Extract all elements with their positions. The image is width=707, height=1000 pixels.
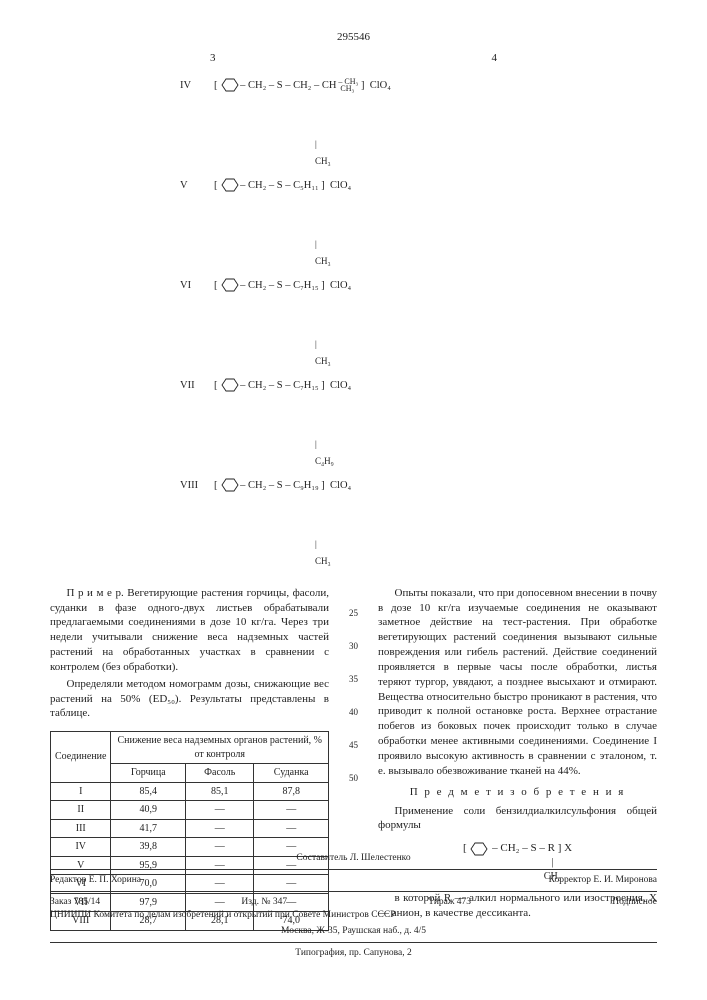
structure-row: VI [ – CH₂ – S – C₇H₁₅ ] ClO₄ [180,276,657,296]
publisher: ЦНИИПИ Комитета по делам изобретений и о… [50,909,657,922]
chemical-structures: IV [ – CH₂ – S – CH₂ – CH – CH₃ CH₃ ] Cl… [50,76,657,570]
address: Москва, Ж-35, Раушская наб., д. 4/5 [50,925,657,938]
printing-house: Типография, пр. Сапунова, 2 [50,947,657,960]
structure-row: IV [ – CH₂ – S – CH₂ – CH – CH₃ CH₃ ] Cl… [180,76,657,96]
table-row: III41,7—— [51,819,329,838]
structure-row: VIII [ – CH₂ – S – C₉H₁₉ ] ClO₄ [180,476,657,496]
corrector: Корректор Е. И. Миронова [549,874,657,887]
edition-no: Изд. № 347 [241,896,287,909]
claim-intro: Применение соли бензилдиалкилсульфония о… [378,804,657,834]
subject-heading: П р е д м е т и з о б р е т е н и я [378,785,657,800]
example-para-2: Определяли методом номограмм дозы, снижа… [50,677,329,722]
table-row: I85,485,187,8 [51,782,329,801]
structure-row: V [ – CH₂ – S – C₅H₁₁ ] ClO₄ [180,176,657,196]
doc-number: 295546 [50,30,657,45]
results-para: Опыты показали, что при допосевном внесе… [378,586,657,779]
editor: Редактор Е. П. Хорина [50,874,141,887]
page-left: 3 [210,51,216,66]
table-row: II40,9—— [51,801,329,820]
page-right: 4 [492,51,498,66]
print-run: Тираж 473 [428,896,471,909]
example-para-1: П р и м е р. Вегетирующие растения горчи… [50,586,329,675]
subscription: Подписное [612,896,657,909]
imprint: Составитель Л. Шелестенко Редактор Е. П.… [50,848,657,960]
structure-row: VII [ – CH₂ – S – C₇H₁₅ ] ClO₄ [180,376,657,396]
order-no: Заказ 785/14 [50,896,100,909]
compiler: Составитель Л. Шелестенко [50,852,657,865]
page-numbers: 3 4 [50,51,657,66]
